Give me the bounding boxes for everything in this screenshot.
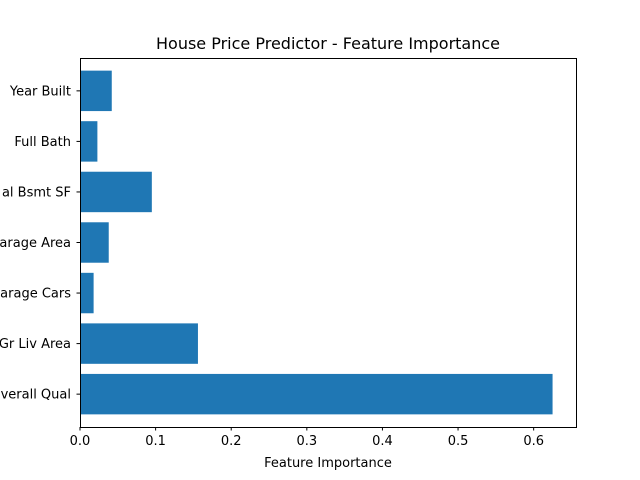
bar-garage-area [80, 222, 109, 263]
y-tick-label-total-bsmt-sf: al Bsmt SF [2, 185, 71, 200]
x-axis-title: Feature Importance [264, 456, 392, 471]
bar-garage-cars [80, 272, 94, 314]
x-tick-label: 0.1 [145, 434, 166, 449]
y-tick-label-garage-area: arage Area [0, 236, 71, 251]
bar-year-built [80, 70, 112, 112]
x-tick-label: 0.5 [448, 434, 469, 449]
plot-frame [80, 58, 577, 428]
y-tick-label-overall-qual: verall Qual [1, 388, 71, 403]
y-tick-label-year-built: Year Built [9, 84, 71, 99]
x-tick-label: 0.2 [221, 434, 242, 449]
x-tick-label: 0.0 [70, 434, 91, 449]
chart-title: House Price Predictor - Feature Importan… [156, 34, 500, 53]
bars-layer [80, 70, 553, 415]
y-tick-label-garage-cars: arage Cars [0, 287, 71, 302]
bar-total-bsmt-sf [80, 171, 152, 213]
bar-gr-liv-area [80, 323, 198, 364]
x-axis-ticks: 0.0 0.1 0.2 0.3 0.4 0.5 0.6 [70, 427, 544, 449]
bar-overall-qual [80, 373, 553, 415]
y-axis-ticks: verall Qual Gr Liv Area arage Cars arage Ar… [0, 84, 80, 403]
bar-full-bath [80, 121, 98, 162]
x-tick-label: 0.4 [372, 434, 393, 449]
y-tick-label-full-bath: Full Bath [14, 135, 71, 150]
x-tick-label: 0.3 [296, 434, 317, 449]
y-tick-label-gr-liv-area: Gr Liv Area [0, 337, 71, 352]
x-tick-label: 0.6 [523, 434, 544, 449]
